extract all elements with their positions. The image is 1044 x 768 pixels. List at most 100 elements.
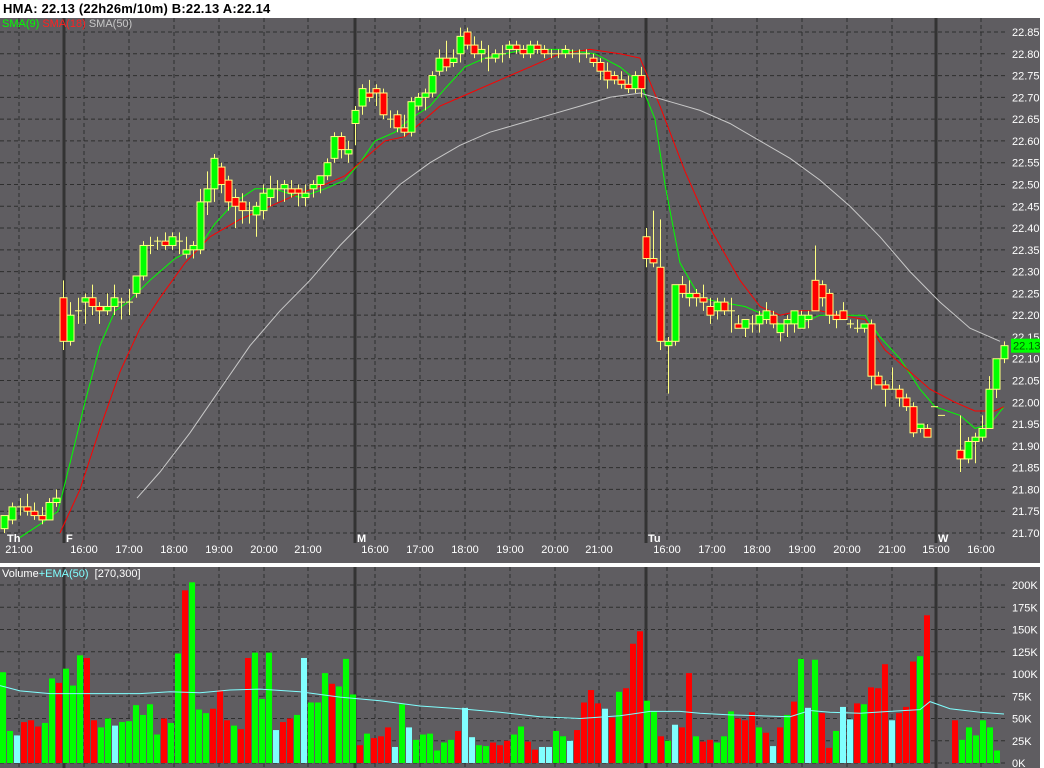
volume-bar xyxy=(28,720,34,763)
candle xyxy=(642,236,651,260)
volume-bar xyxy=(49,678,55,763)
candle xyxy=(442,57,451,68)
scale-edge xyxy=(1040,18,1044,768)
volume-bar xyxy=(189,582,195,763)
candle xyxy=(52,497,61,504)
volume-bar xyxy=(63,668,69,763)
candle xyxy=(23,506,32,512)
candle xyxy=(895,388,904,399)
price-tick-label: 22.75 xyxy=(1012,71,1040,83)
volume-bar xyxy=(21,722,27,763)
volume-bar xyxy=(91,720,97,763)
candle xyxy=(867,323,876,377)
candle xyxy=(182,249,191,255)
time-tick-label: 15:00 xyxy=(922,544,950,556)
volume-bar xyxy=(714,742,720,763)
volume-bar xyxy=(819,713,825,763)
candle xyxy=(203,188,212,203)
time-tick-label: 19:00 xyxy=(496,544,524,556)
candle xyxy=(656,266,665,342)
volume-bar xyxy=(630,643,636,763)
candle xyxy=(294,188,303,194)
volume-bar xyxy=(301,657,307,763)
candle xyxy=(210,157,219,190)
candle xyxy=(664,340,673,347)
time-tick-label: 16:00 xyxy=(653,544,681,556)
time-tick-label: 18:00 xyxy=(743,544,771,556)
day-marker-label: M xyxy=(357,533,366,545)
candle xyxy=(971,436,980,443)
volume-bar xyxy=(574,730,580,763)
volume-bar xyxy=(378,736,384,763)
volume-bar xyxy=(889,720,895,763)
price-tick-label: 21.70 xyxy=(1012,528,1040,540)
volume-bar xyxy=(420,734,426,763)
volume-bar xyxy=(686,673,692,763)
volume-bar xyxy=(504,740,510,763)
volume-bar xyxy=(728,711,734,763)
price-tick-label: 22.55 xyxy=(1012,158,1040,170)
candle xyxy=(649,258,658,264)
candle xyxy=(755,314,764,325)
volume-bar xyxy=(644,700,650,763)
candle xyxy=(456,35,465,55)
price-tick-label: 22.30 xyxy=(1012,267,1040,279)
volume-bar xyxy=(0,672,6,763)
volume-bar xyxy=(140,714,146,763)
volume-bar xyxy=(455,730,461,763)
candle xyxy=(811,279,820,312)
candle xyxy=(699,297,708,303)
price-chart-panel[interactable]: 22.85 22.80 22.75 22.70 22.65 22.60 22.55 22.50… xyxy=(0,18,1044,563)
volume-bar xyxy=(294,714,300,763)
volume-bar xyxy=(784,714,790,763)
candle xyxy=(610,75,619,81)
volume-bar xyxy=(364,733,370,763)
volume-bar xyxy=(147,704,153,763)
candle xyxy=(316,175,325,185)
volume-bar xyxy=(399,704,405,763)
svg-text:22.13: 22.13 xyxy=(1013,341,1041,353)
candle xyxy=(692,292,701,299)
volume-bar xyxy=(182,590,188,763)
time-tick-label: 19:00 xyxy=(788,544,816,556)
candle xyxy=(88,297,97,307)
candle xyxy=(351,109,360,124)
candle xyxy=(596,61,605,72)
volume-bar xyxy=(266,652,272,763)
candle xyxy=(671,284,680,342)
candle xyxy=(839,310,848,321)
price-tick-label: 22.35 xyxy=(1012,245,1040,257)
volume-bar xyxy=(854,703,860,763)
volume-bar xyxy=(875,688,881,763)
volume-bar xyxy=(651,711,657,763)
candle xyxy=(132,275,141,294)
time-tick-label: 17:00 xyxy=(115,544,143,556)
candle xyxy=(414,96,423,107)
volume-bar xyxy=(623,688,629,763)
volume-tick-label: 50K xyxy=(1012,714,1032,726)
candle xyxy=(533,44,542,50)
candle xyxy=(713,301,722,312)
volume-bar xyxy=(616,691,622,763)
candle xyxy=(734,323,743,329)
volume-bar xyxy=(14,735,20,763)
volume-bar xyxy=(126,721,132,763)
volume-tick-label: 175K xyxy=(1012,602,1038,614)
volume-bar xyxy=(224,720,230,763)
candle xyxy=(860,323,869,329)
volume-bar xyxy=(392,746,398,763)
candle xyxy=(287,188,296,194)
candle xyxy=(252,205,261,216)
volume-bar xyxy=(861,704,867,763)
volume-bar xyxy=(98,727,104,763)
volume-bar xyxy=(735,718,741,763)
candle xyxy=(463,31,472,46)
volume-bar xyxy=(469,737,475,763)
candle xyxy=(358,88,367,107)
volume-bar xyxy=(994,750,1000,763)
candle xyxy=(804,314,813,321)
volume-chart-panel[interactable]: 200K 175K 150K 125K 100K 75K 50K 25K 0K Volume+E… xyxy=(0,567,1044,768)
volume-bar xyxy=(483,746,489,763)
time-tick-label: 17:00 xyxy=(406,544,434,556)
volume-bar xyxy=(588,690,594,763)
